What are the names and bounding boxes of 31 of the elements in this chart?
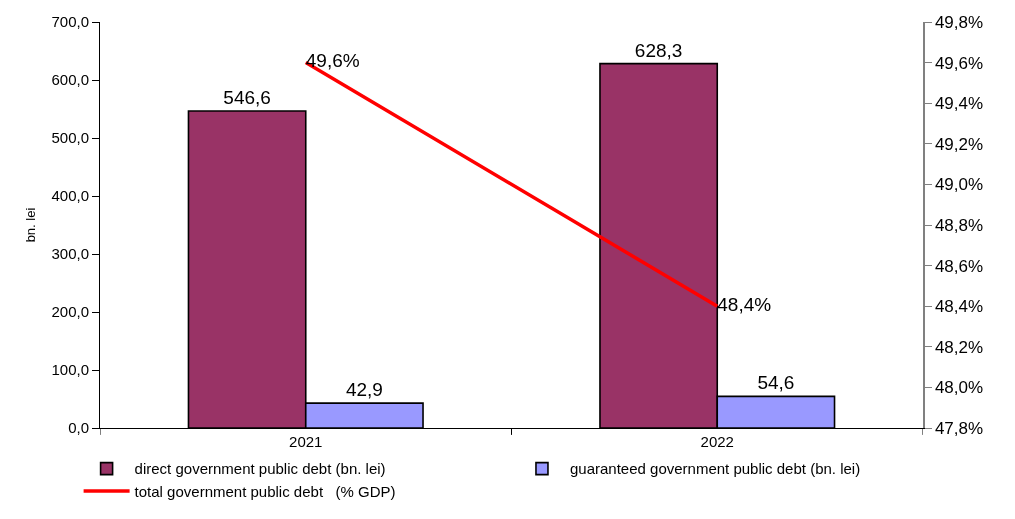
data-label: 42,9 — [345, 379, 383, 401]
y-tick-label: 600,0 — [51, 71, 89, 89]
y2-tick-label: 49,4% — [934, 94, 984, 114]
y-tick-label: 500,0 — [51, 129, 89, 147]
legend-label: total government public debt (% GDP) — [134, 482, 396, 500]
x-tick-label: 2022 — [700, 433, 734, 450]
data-label: 546,6 — [223, 86, 271, 108]
data-label: 628,3 — [634, 39, 683, 61]
legend-label: guaranteed government public debt (bn. lei) — [569, 460, 861, 478]
y2-tick-label: 48,8% — [934, 215, 984, 235]
data-label: 48,4% — [717, 293, 772, 315]
y-tick-label: 700,0 — [51, 13, 89, 31]
x-tick-label: 2021 — [289, 433, 323, 450]
data-label: 54,6 — [757, 372, 795, 394]
y2-tick-label: 48,2% — [934, 337, 984, 357]
y2-tick-label: 49,2% — [934, 134, 984, 154]
y-axis-title: bn. lei — [23, 207, 39, 243]
y2-tick-label: 49,6% — [934, 53, 984, 73]
y-tick-label: 0,0 — [68, 419, 89, 437]
y2-tick-label: 48,4% — [934, 297, 984, 317]
y2-tick-label: 49,8% — [934, 12, 984, 32]
y-tick-label: 100,0 — [51, 361, 89, 379]
y-tick-label: 200,0 — [51, 303, 89, 321]
y-tick-label: 400,0 — [51, 187, 89, 205]
y2-tick-label: 47,8% — [934, 418, 984, 438]
y2-tick-label: 48,6% — [934, 256, 984, 276]
y-tick-label: 300,0 — [51, 245, 89, 263]
legend-label: direct government public debt (bn. lei) — [134, 460, 386, 478]
data-label: 49,6% — [305, 50, 360, 72]
y2-tick-label: 48,0% — [934, 378, 984, 398]
y2-tick-label: 49,0% — [934, 175, 984, 195]
